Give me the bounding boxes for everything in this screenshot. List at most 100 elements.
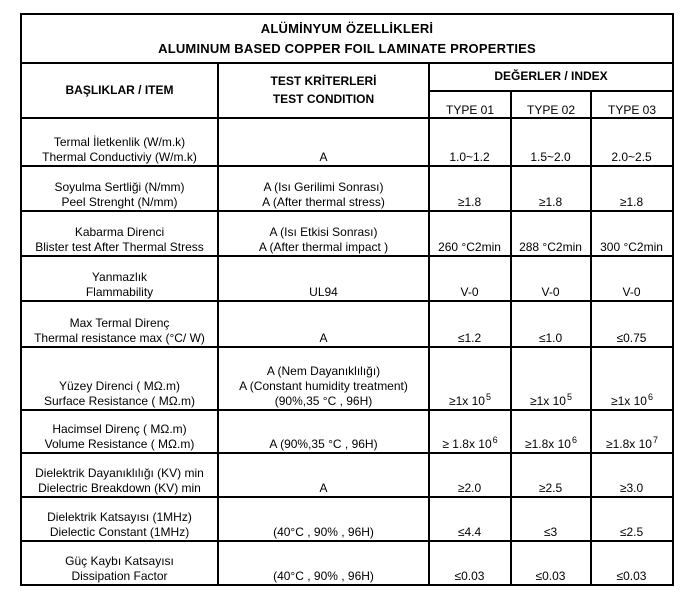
exponent: 7: [652, 435, 658, 445]
condition-line: (90%,35 °C , 96H): [274, 394, 373, 408]
value-cell-type01: ≤1.2: [428, 300, 512, 348]
item-cell: Max Termal Direnç Thermal resistance max…: [20, 300, 219, 348]
condition-cell: UL94: [217, 255, 430, 302]
value-cell-type01: ≥2.0: [428, 452, 512, 498]
table-row: Soyulma Sertliği (N/mm) Peel Strenght (N…: [20, 165, 675, 212]
item-line: Soyulma Sertliği (N/mm): [54, 180, 185, 194]
value-cell-type03: ≥1x 106: [589, 346, 675, 411]
value-cell-type01: ≥1x 105: [428, 346, 512, 411]
item-line: Yüzey Direnci ( MΩ.m): [59, 379, 180, 393]
value-cell-type02: ≥1.8: [510, 165, 592, 212]
condition-cell: (40°C , 90% , 96H): [217, 540, 430, 586]
value-cell-type01: ≥1.8: [428, 165, 512, 212]
item-line: Dissipation Factor: [71, 569, 168, 583]
value-cell-type02: ≤3: [510, 496, 592, 542]
item-cell: Hacimsel Direnç ( MΩ.m) Volume Resistanc…: [20, 409, 219, 454]
value-cell-type02: ≤1.0: [510, 300, 592, 348]
value-cell-type02: ≤0.03: [510, 540, 592, 586]
item-cell: Kabarma Direnci Blister test After Therm…: [20, 210, 219, 257]
condition-cell: (40°C , 90% , 96H): [217, 496, 430, 542]
condition-header-line-en: TEST CONDITION: [272, 91, 375, 106]
value-cell-type03: V-0: [589, 255, 675, 302]
header-row-2: TYPE 01 TYPE 02 TYPE 03: [21, 90, 675, 119]
item-line: Dielektrik Katsayısı (1MHz): [47, 510, 192, 524]
header-row-1: BAŞLIKLAR / ITEM TEST KRİTERLERİ TEST CO…: [20, 62, 675, 119]
condition-line: A: [319, 481, 328, 495]
exponent: 5: [485, 392, 491, 402]
item-line: Dielektrik Dayanıklılığı (KV) min: [35, 466, 204, 480]
column-header-item: BAŞLIKLAR / ITEM: [20, 62, 219, 119]
title-line-tr: ALÜMİNYUM ÖZELLİKLERİ: [260, 21, 434, 36]
item-cell: Yüzey Direnci ( MΩ.m) Surface Resistance…: [20, 346, 219, 411]
value-cell-type03: 2.0~2.5: [589, 117, 675, 167]
table-row: Kabarma Direnci Blister test After Therm…: [20, 210, 675, 257]
value-cell-type01: ≤4.4: [428, 496, 512, 542]
condition-line: (40°C , 90% , 96H): [273, 569, 374, 583]
condition-cell: A: [217, 117, 430, 167]
value-cell-type02: ≥2.5: [510, 452, 592, 498]
condition-cell: A (Nem Dayanıklılığı) A (Constant humidi…: [217, 346, 430, 411]
value-cell-type01: 1.0~1.2: [428, 117, 512, 167]
value-cell-type03: 300 °C2min: [589, 210, 675, 257]
exponent: 6: [492, 435, 498, 445]
value-cell-type02: ≥1.8x 106: [510, 409, 592, 454]
condition-line: A (After thermal impact ): [258, 240, 389, 254]
condition-cell: A (Isı Gerilimi Sonrası) A (After therma…: [217, 165, 430, 212]
column-header-type02: TYPE 02: [510, 90, 592, 119]
item-line: Surface Resistance ( MΩ.m): [43, 394, 195, 408]
table-row: Termal İletkenlik (W/m.k) Thermal Conduc…: [20, 117, 675, 167]
condition-header-line-tr: TEST KRİTERLERİ: [270, 74, 377, 89]
condition-cell: A: [217, 452, 430, 498]
value-cell-type03: ≥1.8: [589, 165, 675, 212]
item-line: Blister test After Thermal Stress: [35, 240, 204, 254]
table-row: Max Termal Direnç Thermal resistance max…: [20, 300, 675, 348]
value-cell-type03: ≥3.0: [589, 452, 675, 498]
item-line: Güç Kaybı Katsayısı: [65, 554, 174, 568]
condition-line: A (Isı Etkisi Sonrası): [269, 225, 378, 239]
table-row: Hacimsel Direnç ( MΩ.m) Volume Resistanc…: [20, 409, 675, 454]
column-header-type01: TYPE 01: [428, 90, 512, 119]
condition-cell: A: [217, 300, 430, 348]
item-cell: Güç Kaybı Katsayısı Dissipation Factor: [20, 540, 219, 586]
value-cell-type02: V-0: [510, 255, 592, 302]
value-cell-type01: 260 °C2min: [428, 210, 512, 257]
condition-line: A (Constant humidity treatment): [239, 379, 408, 393]
item-line: Dielectic Constant (1MHz): [49, 525, 190, 539]
item-cell: Soyulma Sertliği (N/mm) Peel Strenght (N…: [20, 165, 219, 212]
title-row: ALÜMİNYUM ÖZELLİKLERİ ALUMINUM BASED COP…: [19, 13, 675, 64]
condition-line: UL94: [309, 285, 338, 299]
table-title: ALÜMİNYUM ÖZELLİKLERİ ALUMINUM BASED COP…: [19, 13, 675, 64]
condition-line: A (Isı Gerilimi Sonrası): [263, 180, 384, 194]
item-line: Flammability: [85, 285, 154, 299]
value-cell-type01: ≤0.03: [428, 540, 512, 586]
value-cell-type02: ≥1x 105: [510, 346, 592, 411]
value-cell-type03: ≥1.8x 107: [589, 409, 675, 454]
title-line-en: ALUMINUM BASED COPPER FOIL LAMINATE PROP…: [158, 40, 536, 56]
item-line: Termal İletkenlik (W/m.k): [53, 135, 186, 149]
column-header-values-group: DEĞERLER / INDEX: [427, 62, 675, 92]
exponent: 5: [566, 392, 572, 402]
value-cell-type02: 288 °C2min: [510, 210, 592, 257]
item-line: Peel Strenght (N/mm): [61, 195, 178, 209]
item-line: Max Termal Direnç: [69, 316, 170, 330]
item-line: Dielectric Breakdown (KV) min: [38, 481, 201, 495]
table-row: Dielektrik Katsayısı (1MHz) Dielectic Co…: [20, 496, 675, 542]
item-cell: Termal İletkenlik (W/m.k) Thermal Conduc…: [20, 117, 219, 167]
condition-line: A: [319, 331, 328, 345]
column-header-type03: TYPE 03: [589, 90, 675, 119]
condition-line: A (Nem Dayanıklılığı): [266, 364, 381, 378]
condition-cell: A (90%,35 °C , 96H): [217, 409, 430, 454]
item-line: Yanmazlık: [91, 270, 148, 284]
condition-line: A: [319, 150, 328, 164]
item-line: Kabarma Direnci: [74, 225, 165, 239]
condition-line: A (90%,35 °C , 96H): [269, 437, 378, 451]
column-header-condition: TEST KRİTERLERİ TEST CONDITION: [217, 62, 430, 119]
value-cell-type03: ≤2.5: [589, 496, 675, 542]
value-cell-type02: 1.5~2.0: [510, 117, 592, 167]
condition-cell: A (Isı Etkisi Sonrası) A (After thermal …: [217, 210, 430, 257]
item-line: Volume Resistance ( MΩ.m): [44, 437, 195, 451]
value-cell-type01: ≥ 1.8x 106: [428, 409, 512, 454]
condition-line: A (After thermal stress): [262, 195, 385, 209]
item-line: Thermal Conductiviy (W/m.k): [42, 150, 197, 164]
exponent: 6: [571, 435, 577, 445]
